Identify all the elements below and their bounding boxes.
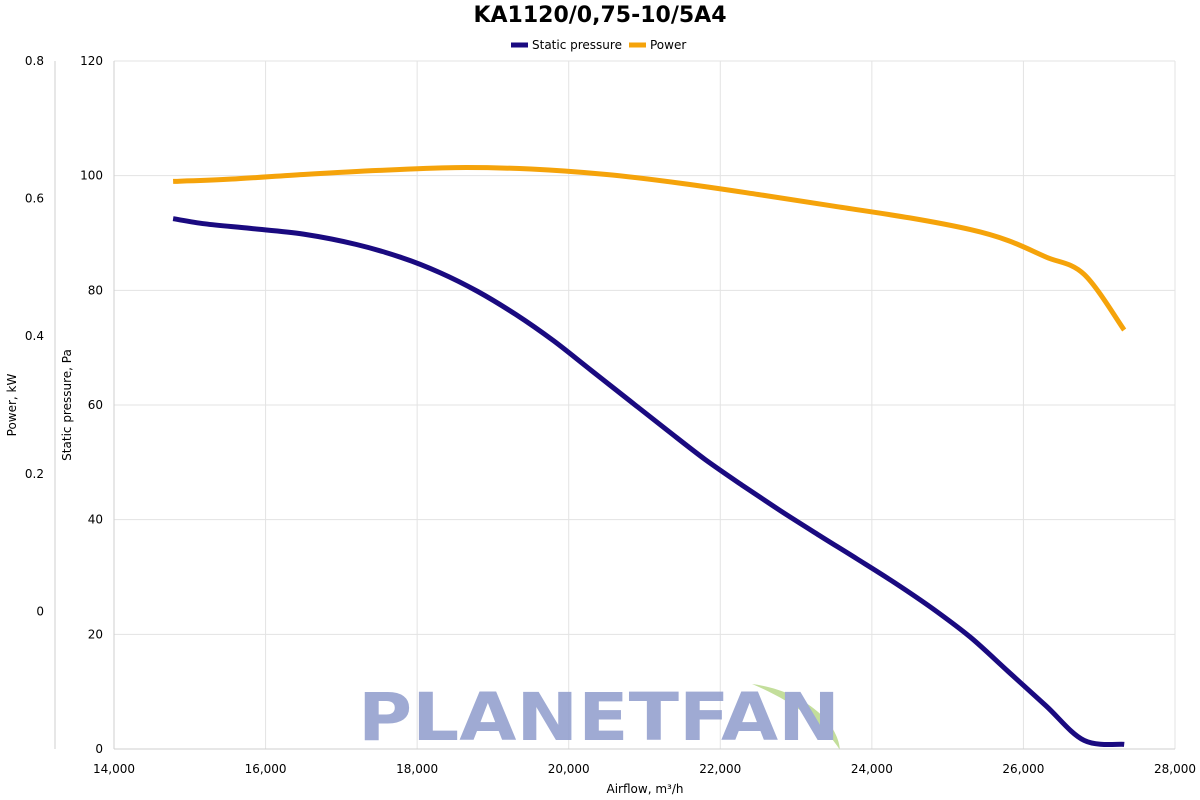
watermark-logo: PLANETFAN bbox=[358, 679, 840, 756]
svg-text:PLANETFAN: PLANETFAN bbox=[358, 679, 840, 756]
y-secondary-tick-label: 0 bbox=[36, 604, 44, 618]
y-left-tick-label: 100 bbox=[80, 169, 103, 183]
y-left-tick-label: 80 bbox=[88, 283, 103, 297]
chart-title: KA1120/0,75-10/5A4 bbox=[473, 3, 726, 28]
y-secondary-tick-label: 0.8 bbox=[25, 54, 44, 68]
series-line-power bbox=[173, 165, 1127, 332]
y-axis-title-left: Static pressure, Pa bbox=[60, 349, 74, 461]
x-tick-label: 16,000 bbox=[245, 762, 287, 776]
axes bbox=[54, 61, 1175, 750]
y-left-tick-label: 0 bbox=[95, 742, 103, 756]
legend-label-static-pressure: Static pressure bbox=[532, 38, 622, 52]
y-left-tick-label: 20 bbox=[88, 627, 103, 641]
legend-label-power: Power bbox=[650, 38, 686, 52]
x-tick-label: 14,000 bbox=[93, 762, 135, 776]
x-tick-label: 18,000 bbox=[396, 762, 438, 776]
series-line-static-pressure bbox=[172, 216, 1125, 748]
y-secondary-tick-label: 0.2 bbox=[25, 467, 44, 481]
y-secondary-tick-label: 0.4 bbox=[25, 329, 44, 343]
y-secondary-tick-label: 0.6 bbox=[25, 192, 44, 206]
tick-labels: 14,000 16,000 18,000 20,000 22,000 24,000 26,0… bbox=[25, 54, 1196, 776]
y-left-tick-label: 120 bbox=[80, 54, 103, 68]
legend: Static pressure Power bbox=[511, 38, 686, 52]
series-layer bbox=[172, 165, 1127, 748]
x-tick-label: 24,000 bbox=[851, 762, 893, 776]
x-tick-label: 22,000 bbox=[699, 762, 741, 776]
y-left-tick-label: 40 bbox=[88, 513, 103, 527]
y-left-tick-label: 60 bbox=[88, 398, 103, 412]
x-tick-label: 20,000 bbox=[548, 762, 590, 776]
gridlines bbox=[113, 60, 1176, 750]
y-axis-title-secondary: Power, kW bbox=[5, 374, 19, 437]
x-tick-label: 26,000 bbox=[1002, 762, 1044, 776]
x-axis-title: Airflow, m³/h bbox=[607, 782, 684, 796]
x-tick-label: 28,000 bbox=[1154, 762, 1196, 776]
